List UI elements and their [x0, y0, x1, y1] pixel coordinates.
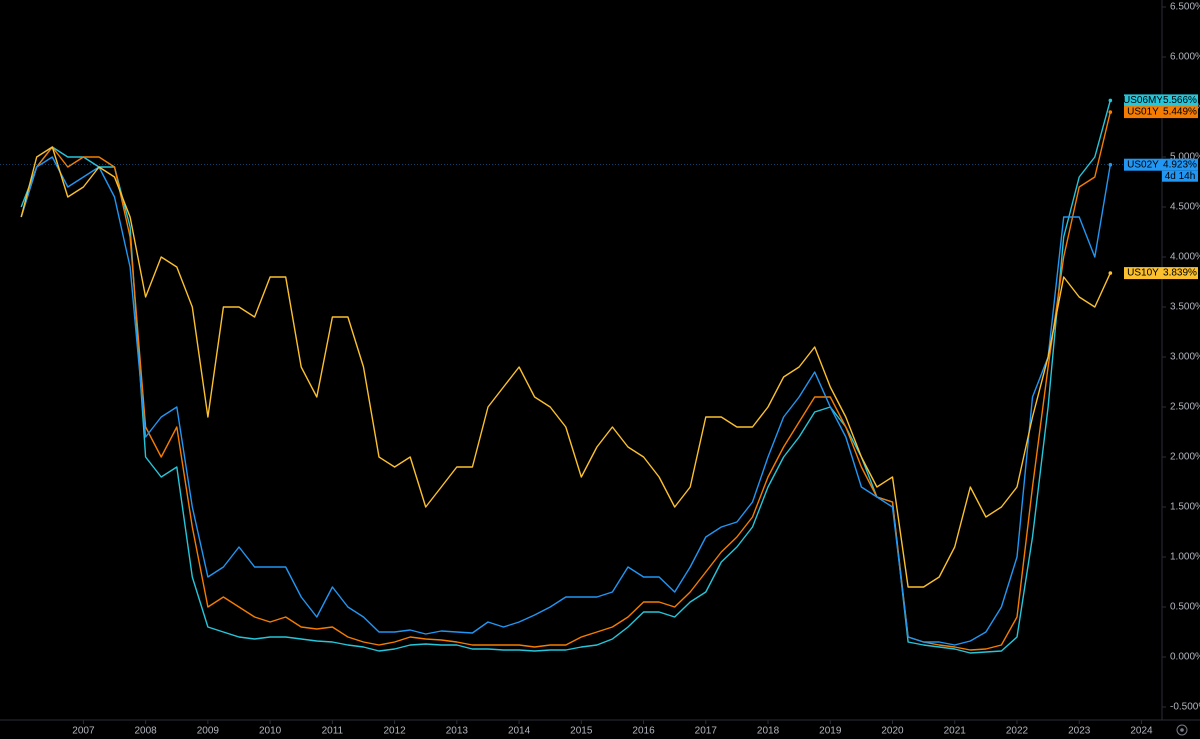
legend-label: US06MY — [1123, 95, 1163, 106]
y-tick-label: 0.500% — [1170, 602, 1200, 613]
y-tick-label: 0.000% — [1170, 652, 1200, 663]
x-tick-label: 2016 — [632, 726, 655, 737]
legend-label: US10Y — [1127, 268, 1159, 279]
last-value-label: 5.449% — [1163, 107, 1197, 118]
last-point — [1108, 98, 1113, 103]
last-value-tag: US10Y 3.839% — [1124, 267, 1198, 280]
y-tick-label: 1.000% — [1170, 552, 1200, 563]
x-tick-label: 2023 — [1068, 726, 1091, 737]
last-point — [1108, 271, 1113, 275]
y-tick-label: 4.500% — [1170, 202, 1200, 213]
series-name-box — [1124, 106, 1162, 119]
settings-icon[interactable] — [1176, 724, 1188, 736]
countdown-label: 4d 14h — [1165, 171, 1196, 182]
series-name-box — [1124, 158, 1162, 171]
settings-gear[interactable] — [1176, 724, 1188, 736]
last-value-tag: US02Y 4.923%4d 14h — [1124, 158, 1198, 182]
y-tick-label: -0.500% — [1170, 702, 1200, 713]
series-name-box — [1124, 267, 1162, 280]
last-value-tag: US01Y 5.449% — [1124, 106, 1198, 119]
x-tick-label: 2008 — [135, 726, 158, 737]
last-value-label: 3.839% — [1163, 268, 1197, 279]
last-value-box — [1162, 158, 1198, 171]
x-tick-label: 2011 — [322, 726, 344, 737]
x-tick-label: 2013 — [446, 726, 469, 737]
y-tick-label: 1.500% — [1170, 502, 1200, 513]
series-line — [20, 156, 1111, 646]
y-tick-label: 4.000% — [1170, 252, 1200, 263]
series-line — [20, 146, 1111, 588]
x-tick-label: 2010 — [259, 726, 282, 737]
y-tick-label: 3.000% — [1170, 352, 1200, 363]
y-tick-label: 2.000% — [1170, 452, 1200, 463]
y-tick-label: 6.000% — [1170, 52, 1200, 63]
x-tick-label: 2021 — [944, 726, 967, 737]
settings-gear-center — [1180, 728, 1184, 732]
x-tick-label: 2020 — [881, 726, 904, 737]
last-value-box — [1162, 106, 1198, 119]
x-tick-label: 2017 — [695, 726, 718, 737]
x-tick-label: 2019 — [819, 726, 842, 737]
series-line — [20, 100, 1111, 654]
last-point — [1108, 110, 1113, 114]
x-tick-label: 2022 — [1006, 726, 1029, 737]
y-tick-label: 5.000% — [1170, 152, 1200, 163]
x-tick-label: 2009 — [197, 726, 220, 737]
plot-area — [20, 100, 1111, 654]
last-point — [1108, 162, 1113, 167]
x-tick-label: 2024 — [1130, 726, 1153, 737]
x-tick-label: 2018 — [757, 726, 780, 737]
y-tick-label: 6.500% — [1170, 2, 1200, 13]
x-tick-label: 2007 — [72, 726, 95, 737]
x-tick-label: 2014 — [508, 726, 531, 737]
last-value-label: 4.923% — [1163, 159, 1197, 170]
series-name-box — [1124, 94, 1162, 107]
last-value-box — [1162, 94, 1198, 107]
x-tick-label: 2012 — [383, 726, 406, 737]
x-tick-label: 2015 — [570, 726, 593, 737]
series-line — [20, 111, 1111, 651]
countdown-box — [1162, 170, 1198, 182]
last-value-tag: US06MY 5.566% — [1123, 94, 1198, 107]
y-tick-label: 3.500% — [1170, 302, 1200, 313]
last-value-box — [1162, 267, 1198, 280]
legend-label: US01Y — [1127, 107, 1159, 118]
y-tick-label: 2.500% — [1170, 402, 1200, 413]
last-value-label: 5.566% — [1163, 95, 1197, 106]
legend-label: US02Y — [1127, 159, 1159, 170]
